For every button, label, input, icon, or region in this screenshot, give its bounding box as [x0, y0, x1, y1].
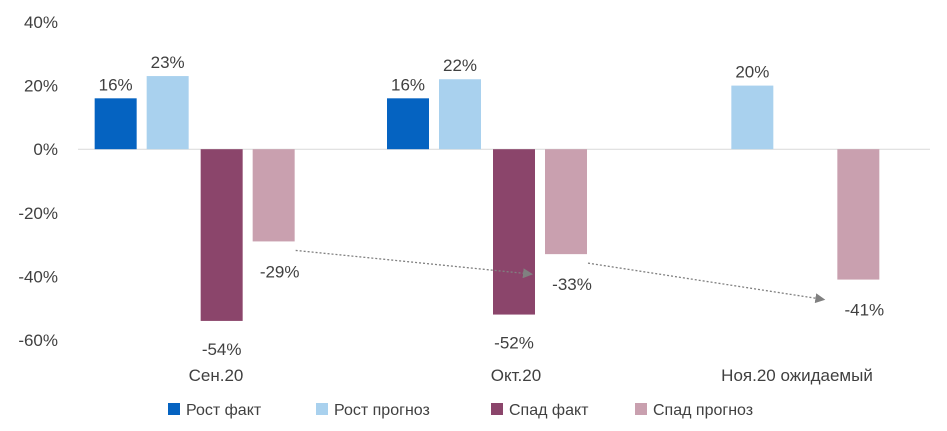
- legend-swatch: [491, 403, 503, 415]
- trend-arrow: [587, 262, 826, 304]
- data-label: 23%: [151, 53, 185, 72]
- data-label: -29%: [260, 262, 300, 281]
- y-axis: 40% 20% 0% -20% -40% -60%: [18, 13, 58, 350]
- legend-label: Рост прогноз: [334, 402, 430, 419]
- bar: [439, 79, 481, 150]
- bar: [731, 85, 774, 150]
- y-tick-label: -40%: [18, 267, 58, 286]
- bar: [252, 149, 295, 242]
- x-axis: Сен.20 Окт.20 Ноя.20 ожидаемый: [189, 366, 873, 385]
- category-label: Сен.20: [189, 366, 244, 385]
- y-tick-label: 0%: [33, 140, 58, 159]
- legend-label: Спад факт: [509, 402, 589, 419]
- bar: [94, 98, 137, 150]
- bar: [146, 76, 189, 150]
- legend-swatch: [316, 403, 328, 415]
- y-tick-label: 20%: [24, 77, 58, 96]
- data-label: -52%: [494, 334, 534, 353]
- bar: [545, 149, 587, 255]
- data-label: 20%: [735, 63, 769, 82]
- bar: [200, 149, 243, 321]
- legend-label: Спад прогноз: [653, 402, 753, 419]
- y-tick-label: -60%: [18, 331, 58, 350]
- data-label: 16%: [99, 75, 133, 94]
- bars-group: [94, 76, 880, 321]
- legend: Рост факт Рост прогноз Спад факт Спад прогн…: [168, 402, 753, 419]
- data-label: -54%: [202, 340, 242, 359]
- category-label: Ноя.20 ожидаемый: [721, 366, 873, 385]
- legend-swatch: [635, 403, 647, 415]
- data-labels-group: 16% 16% 23% 22% 20% -54% -52% -29% -33% -41%: [99, 53, 885, 359]
- legend-swatch: [168, 403, 180, 415]
- bar: [387, 98, 429, 150]
- trend-arrow: [295, 249, 533, 279]
- bar: [837, 149, 880, 280]
- data-label: 22%: [443, 56, 477, 75]
- data-label: -33%: [552, 275, 592, 294]
- y-tick-label: 40%: [24, 13, 58, 32]
- bar: [493, 149, 535, 315]
- y-tick-label: -20%: [18, 204, 58, 223]
- legend-label: Рост факт: [186, 402, 262, 419]
- data-label: 16%: [391, 75, 425, 94]
- annotations-group: [295, 249, 826, 304]
- category-label: Окт.20: [491, 366, 541, 385]
- data-label: -41%: [844, 301, 884, 320]
